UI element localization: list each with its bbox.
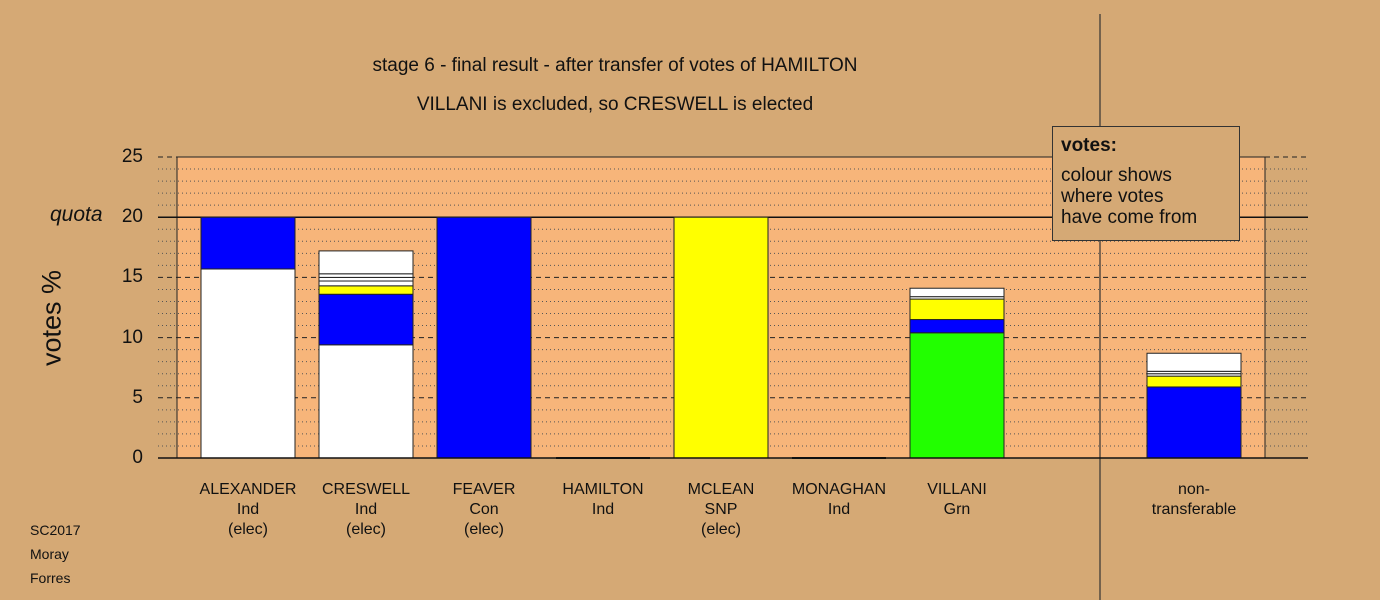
candidate-label-hamilton: HAMILTON Ind [538,480,668,520]
footer-ward: Forres [30,570,71,586]
quota-label: quota [50,203,103,226]
y-axis-label: votes % [36,269,67,367]
y-tick-label: 10 [121,327,143,348]
legend-title: votes: [1061,135,1117,156]
candidate-label-monaghan: MONAGHAN Ind [774,480,904,520]
legend-line: where votes [1061,186,1164,207]
bar-segment [436,216,532,459]
candidate-label-alexander: ALEXANDER Ind (elec) [183,480,313,540]
candidate-name: MONAGHAN [791,481,887,498]
bar-segment [1146,386,1242,459]
candidate-name: HAMILTON [562,481,644,498]
y-tick-label: 25 [121,146,143,167]
candidate-name: CRESWELL [321,481,411,498]
bar-segment [318,250,414,275]
footer-contest: SC2017 [30,522,81,538]
y-tick-label: 5 [132,387,143,408]
bar-segment [909,287,1005,298]
category-label-non-transferable: non- transferable [1129,480,1259,520]
chart-title: stage 6 - final result - after transfer … [372,55,858,76]
candidate-label-villani: VILLANI Grn [892,480,1022,520]
bar-segment [318,276,414,282]
bar-segment [1146,375,1242,388]
bar-segment [318,273,414,278]
candidate-name: FEAVER [452,481,516,498]
chart-subtitle: VILLANI is excluded, so CRESWELL is elec… [416,94,814,115]
bar-segment [200,216,296,270]
category-line-2: transferable [1151,501,1237,518]
bar-segment [1146,352,1242,372]
bar-segment [673,216,769,459]
y-tick-label: 15 [121,266,143,287]
candidate-party: Ind [236,501,260,518]
bar-segment [909,332,1005,459]
candidate-party: Ind [354,501,378,518]
bar-segment [200,268,296,459]
bar-segment [318,293,414,346]
candidate-party: Con [469,501,499,518]
y-tick-label: 0 [132,447,143,468]
candidate-party: Grn [943,501,971,518]
candidate-label-creswell: CRESWELL Ind (elec) [301,480,431,540]
bar-segment [318,280,414,287]
candidate-party: Ind [591,501,615,518]
candidate-status: (elec) [345,521,386,538]
bar-segment [909,319,1005,334]
candidate-status: (elec) [463,521,504,538]
candidate-party: SNP [704,501,738,518]
footer-council: Moray [30,546,69,562]
candidate-party: Ind [827,501,851,518]
legend-line: have come from [1061,207,1198,228]
y-tick-label: 20 [121,206,143,227]
legend-box: votes: colour shows where votes have com… [1052,126,1240,241]
bar-segment [318,285,414,295]
candidate-name: VILLANI [927,481,987,498]
candidate-name: MCLEAN [687,481,755,498]
candidate-name: ALEXANDER [199,481,297,498]
candidate-label-feaver: FEAVER Con (elec) [419,480,549,540]
bar-segment [318,344,414,459]
legend-line: colour shows [1061,165,1172,186]
candidate-status: (elec) [700,521,741,538]
bar-segment [909,298,1005,321]
candidate-label-mclean: MCLEAN SNP (elec) [656,480,786,540]
candidate-status: (elec) [227,521,268,538]
category-line-1: non- [1177,481,1211,498]
